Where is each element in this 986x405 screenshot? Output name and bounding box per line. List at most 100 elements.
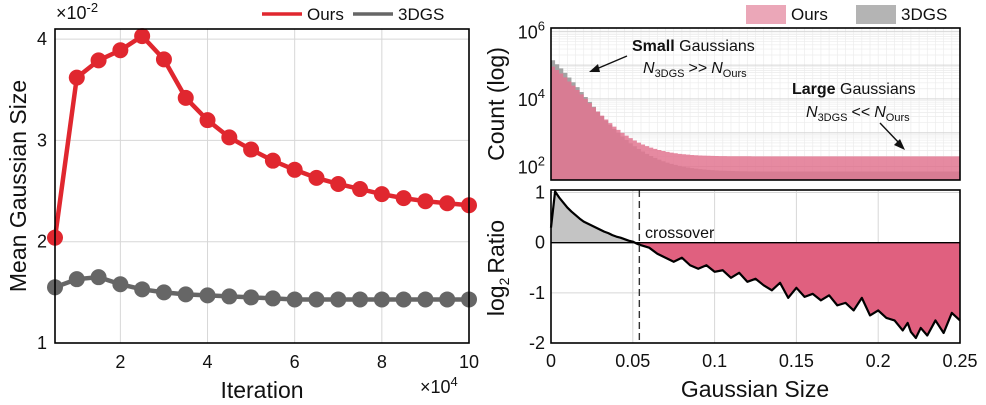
x-tick-label: 0 (546, 351, 556, 371)
y-tick-label: 106 (518, 18, 545, 42)
point-Ours (264, 152, 281, 169)
point-Ours (177, 89, 194, 106)
histogram-areas (551, 60, 960, 180)
y-tick-label: 1 (37, 333, 47, 353)
point-Ours (134, 28, 151, 45)
large-arrow-line (879, 122, 901, 145)
x-tick-label: 4 (203, 352, 213, 372)
point-3DGS (68, 271, 85, 288)
point-3DGS (155, 284, 172, 301)
y-tick-label: 2 (37, 232, 47, 252)
histogram-tick-labels: 102 104 106 (518, 18, 545, 177)
log-ratio-tick-labels: 0 0.05 0.1 0.15 0.2 0.25 1 0 -1 -2 (529, 183, 978, 371)
legend-3dgs-label: 3DGS (901, 5, 947, 24)
point-Ours (112, 42, 129, 59)
negative-ratio-area (551, 242, 960, 338)
point-3DGS (286, 291, 303, 308)
point-3DGS (264, 290, 281, 307)
y-tick-label: 104 (518, 86, 545, 110)
point-3DGS (373, 291, 390, 308)
log-ratio-axes-frame (550, 189, 961, 344)
y-tick-label: 3 (37, 130, 47, 150)
y-tick-label: -2 (529, 333, 545, 353)
x-tick-label: 0.05 (615, 351, 650, 371)
point-3DGS (177, 286, 194, 303)
x-tick-label: 6 (290, 352, 300, 372)
y-tick-label: 1 (535, 183, 545, 203)
point-Ours (308, 169, 325, 186)
small-arrow-line (593, 55, 628, 71)
histogram-area-Ours (551, 66, 960, 180)
histogram-y-axis-label: Count (log) (483, 47, 509, 161)
small-arrow-head (589, 64, 600, 72)
point-3DGS (199, 287, 216, 304)
left-x-axis-label: Iteration (220, 377, 303, 403)
point-3DGS (395, 291, 412, 308)
point-Ours (417, 193, 434, 210)
point-3DGS (308, 291, 325, 308)
point-Ours (68, 69, 85, 86)
legend-ours-label: Ours (307, 5, 344, 24)
x-tick-label: 0.1 (702, 351, 727, 371)
left-series (47, 28, 477, 308)
legend-3dgs-label: 3DGS (398, 5, 444, 24)
x-tick-label: 2 (115, 352, 125, 372)
positive-ratio-area (551, 191, 960, 243)
histogram-legend: Ours 3DGS (746, 5, 947, 24)
y-tick-label: 0 (535, 233, 545, 253)
point-3DGS (330, 291, 347, 308)
series-line-Ours (52, 33, 470, 238)
point-Ours (243, 141, 260, 158)
left-y-axis-label: Mean Gaussian Size (5, 80, 31, 292)
point-3DGS (439, 291, 456, 308)
point-Ours (330, 175, 347, 192)
point-Ours (155, 51, 172, 68)
left-legend: Ours 3DGS (262, 5, 444, 24)
point-Ours (352, 181, 369, 198)
point-Ours (373, 186, 390, 203)
log-ratio-areas (549, 190, 961, 343)
point-3DGS (134, 281, 151, 298)
y-tick-label: 4 (37, 29, 47, 49)
x-tick-label: 10 (459, 352, 479, 372)
large-gaussians-title: Large Gaussians (792, 81, 916, 98)
point-3DGS (221, 288, 238, 305)
point-3DGS (352, 291, 369, 308)
small-gaussians-title: Small Gaussians (632, 38, 755, 55)
histogram-panel: 102 104 106 Count (log) Ours 3DGS Small Ga… (483, 5, 961, 181)
point-Ours (286, 161, 303, 178)
x-tick-label: 0.2 (866, 351, 891, 371)
large-gaussians-relation: N3DGS << NOurs (806, 104, 910, 124)
point-3DGS (90, 269, 107, 286)
y-tick-label: 102 (518, 153, 545, 177)
point-3DGS (112, 276, 129, 293)
point-Ours (199, 112, 216, 129)
point-3DGS (417, 291, 434, 308)
log-ratio-line (549, 190, 961, 340)
legend-ours-swatch (746, 5, 786, 24)
log-ratio-y-axis-label: log2Ratio (483, 220, 512, 316)
point-Ours (395, 190, 412, 207)
point-Ours (439, 195, 456, 212)
log-ratio-x-axis-label: Gaussian Size (681, 376, 829, 402)
left-y-exponent: ×10-2 (56, 0, 98, 23)
crossover-label: crossover (645, 225, 715, 242)
x-tick-label: 0.25 (942, 351, 977, 371)
left-x-exponent: ×104 (420, 374, 458, 397)
legend-3dgs-swatch (856, 5, 896, 24)
point-Ours (221, 129, 238, 146)
large-arrow-head (894, 139, 905, 150)
histogram-axes-frame (550, 27, 961, 181)
small-gaussians-relation: N3DGS >> NOurs (643, 60, 747, 80)
x-tick-label: 0.15 (779, 351, 814, 371)
y-tick-label: -1 (529, 283, 545, 303)
log-ratio-panel: 0 0.05 0.1 0.15 0.2 0.25 1 0 -1 -2 crossover log2… (483, 183, 978, 402)
point-3DGS (243, 289, 260, 306)
left-axes-frame (54, 28, 470, 344)
point-Ours (90, 52, 107, 69)
x-tick-label: 8 (377, 352, 387, 372)
legend-ours-label: Ours (791, 5, 828, 24)
